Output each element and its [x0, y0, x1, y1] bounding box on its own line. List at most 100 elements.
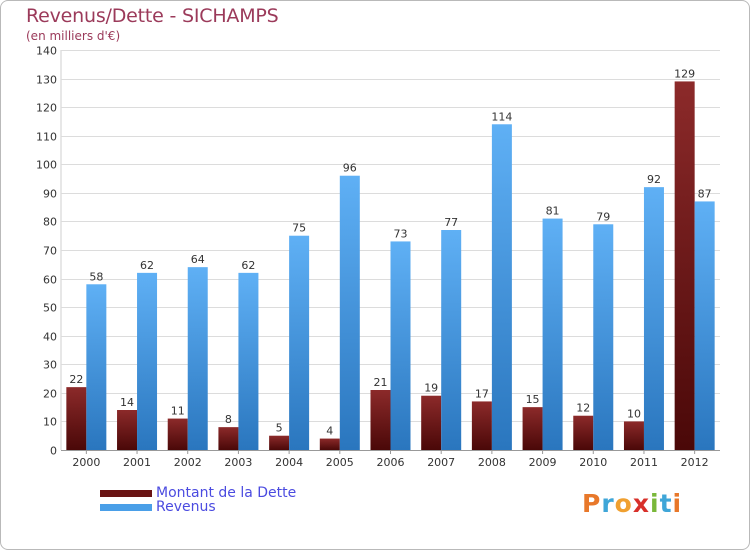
data-label-revenue: 64 — [191, 253, 205, 266]
data-label-debt: 11 — [171, 405, 185, 418]
logo-letter: i — [650, 489, 660, 518]
bar-revenue — [289, 235, 310, 450]
bar-debt — [218, 427, 239, 450]
data-label-revenue: 96 — [343, 162, 357, 175]
bar-debt — [66, 387, 87, 450]
legend-label-debt: Montant de la Dette — [156, 484, 297, 501]
y-tick-label: 100 — [36, 159, 57, 172]
logo-letter: x — [632, 489, 650, 518]
data-label-revenue: 81 — [546, 205, 560, 218]
bar-revenue — [86, 284, 107, 450]
x-tick-label: 2006 — [377, 456, 405, 469]
y-tick-label: 10 — [43, 416, 57, 429]
data-label-revenue: 87 — [698, 187, 712, 200]
y-tick-label: 40 — [43, 331, 57, 344]
data-label-debt: 15 — [526, 393, 540, 406]
bar-debt — [269, 435, 290, 450]
y-tick-label: 80 — [43, 216, 57, 229]
bar-revenue — [187, 267, 208, 450]
legend-label-revenue: Revenus — [156, 498, 216, 515]
legend-swatch-debt — [100, 489, 152, 497]
logo-letter: t — [659, 489, 673, 518]
y-tick-label: 90 — [43, 188, 57, 201]
data-label-revenue: 62 — [140, 259, 154, 272]
data-label-debt: 129 — [674, 67, 695, 80]
bar-revenue — [441, 230, 462, 450]
y-tick-label: 50 — [43, 302, 57, 315]
x-tick-label: 2010 — [579, 456, 607, 469]
bar-revenue — [542, 218, 563, 450]
bar-revenue — [694, 201, 715, 450]
y-tick-label: 110 — [36, 131, 57, 144]
x-tick-label: 2009 — [529, 456, 557, 469]
y-tick-label: 70 — [43, 245, 57, 258]
y-tick-label: 60 — [43, 274, 57, 287]
y-tick-label: 140 — [36, 45, 57, 58]
bar-debt — [623, 421, 644, 450]
x-tick-label: 2011 — [630, 456, 658, 469]
bar-debt — [674, 81, 695, 450]
x-tick-label: 2005 — [326, 456, 354, 469]
bar-revenue — [593, 224, 614, 450]
x-tick-label: 2003 — [224, 456, 252, 469]
x-tick-label: 2007 — [427, 456, 455, 469]
data-label-revenue: 77 — [444, 216, 458, 229]
bar-debt — [370, 390, 391, 450]
data-label-debt: 14 — [120, 396, 134, 409]
data-label-debt: 10 — [627, 407, 641, 420]
logo-letter: P — [582, 489, 602, 518]
data-label-debt: 12 — [576, 402, 590, 415]
data-label-debt: 21 — [374, 376, 388, 389]
data-label-debt: 8 — [225, 413, 232, 426]
x-tick-label: 2002 — [174, 456, 202, 469]
proxiti-logo: Proxiti — [582, 489, 682, 518]
bar-layer — [66, 81, 715, 451]
y-tick-label: 0 — [50, 445, 57, 458]
y-tick-label: 30 — [43, 359, 57, 372]
bar-debt — [421, 395, 442, 450]
bar-debt — [522, 407, 543, 450]
x-tick-label: 2012 — [681, 456, 709, 469]
bar-revenue — [390, 241, 411, 450]
x-tick-label: 2000 — [72, 456, 100, 469]
data-label-debt: 22 — [69, 373, 83, 386]
data-label-revenue: 73 — [394, 227, 408, 240]
legend-item-debt: Montant de la Dette — [100, 484, 297, 501]
y-tick-label: 120 — [36, 102, 57, 115]
y-tick-label: 130 — [36, 74, 57, 87]
data-label-debt: 5 — [276, 422, 283, 435]
bar-revenue — [643, 187, 664, 450]
data-label-revenue: 58 — [89, 270, 103, 283]
bar-revenue — [339, 175, 360, 450]
data-label-revenue: 92 — [647, 173, 661, 186]
data-label-debt: 17 — [475, 387, 489, 400]
bar-debt — [319, 438, 340, 450]
data-label-revenue: 79 — [596, 210, 610, 223]
legend-item-revenue: Revenus — [100, 498, 296, 515]
bar-debt — [167, 418, 188, 450]
x-tick-label: 2008 — [478, 456, 506, 469]
legend-swatch-revenue — [100, 503, 152, 511]
data-label-revenue: 114 — [491, 110, 512, 123]
bar-debt — [573, 415, 594, 450]
logo-letter: i — [672, 489, 683, 518]
logo-letter: o — [614, 489, 633, 518]
bar-debt — [471, 401, 492, 450]
bar-revenue — [137, 272, 158, 450]
bar-revenue — [238, 272, 259, 450]
label-layer: 0 10 20 30 40 50 60 70 80 90 100 110 120 130 140 2000 22… — [36, 45, 712, 470]
data-label-revenue: 62 — [241, 259, 255, 272]
x-tick-label: 2004 — [275, 456, 303, 469]
bar-debt — [117, 410, 138, 450]
data-label-revenue: 75 — [292, 222, 306, 235]
data-label-debt: 4 — [326, 425, 333, 438]
bar-revenue — [491, 124, 512, 451]
legend: Montant de la Dette Revenus — [100, 484, 297, 515]
chart-title: Revenus/Dette - SICHAMPS — [26, 5, 279, 27]
logo-letter: r — [601, 489, 615, 518]
chart-subtitle: (en milliers d'€) — [26, 29, 121, 43]
data-label-debt: 19 — [424, 382, 438, 395]
x-tick-label: 2001 — [123, 456, 151, 469]
